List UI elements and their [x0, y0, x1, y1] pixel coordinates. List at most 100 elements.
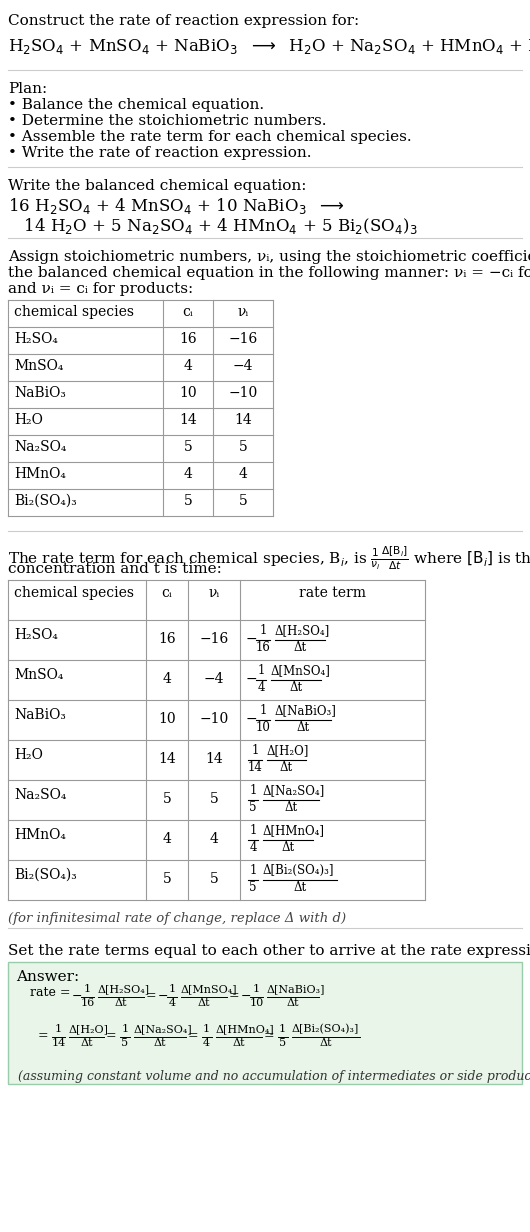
Text: 1: 1	[249, 864, 257, 877]
Text: cᵢ: cᵢ	[162, 586, 172, 600]
Text: =: =	[106, 1030, 117, 1042]
Text: Δt: Δt	[281, 841, 295, 854]
Text: 14: 14	[158, 752, 176, 766]
Text: rate term: rate term	[299, 586, 366, 600]
Text: 1: 1	[257, 664, 264, 678]
Text: HMnO₄: HMnO₄	[14, 828, 66, 841]
Text: 4: 4	[183, 359, 192, 373]
Text: Na₂SO₄: Na₂SO₄	[14, 788, 66, 802]
Text: 4: 4	[163, 832, 171, 846]
Text: MnSO₄: MnSO₄	[14, 668, 64, 683]
Text: 5: 5	[238, 440, 248, 455]
Text: 1: 1	[249, 824, 257, 837]
Text: Δ[H₂O]: Δ[H₂O]	[267, 744, 310, 756]
Text: H₂O: H₂O	[14, 413, 43, 428]
Text: 5: 5	[279, 1039, 286, 1048]
Text: and νᵢ = cᵢ for products:: and νᵢ = cᵢ for products:	[8, 282, 193, 296]
Text: 5: 5	[249, 801, 257, 814]
Text: 4: 4	[238, 467, 248, 480]
Text: 5: 5	[163, 872, 171, 886]
Text: Δt: Δt	[287, 998, 299, 1008]
Text: H₂SO₄: H₂SO₄	[14, 628, 58, 642]
Text: −: −	[72, 989, 83, 1003]
Text: Δ[H₂O]: Δ[H₂O]	[69, 1024, 109, 1034]
Text: Δ[MnSO₄]: Δ[MnSO₄]	[271, 664, 331, 678]
Text: chemical species: chemical species	[14, 306, 134, 319]
Text: 1: 1	[259, 623, 267, 637]
Text: 1: 1	[121, 1024, 129, 1034]
Text: 1: 1	[251, 744, 259, 756]
Text: Set the rate terms equal to each other to arrive at the rate expression:: Set the rate terms equal to each other t…	[8, 944, 530, 958]
Text: Δt: Δt	[232, 1039, 245, 1048]
Text: NaBiO₃: NaBiO₃	[14, 708, 66, 722]
Text: Δt: Δt	[115, 998, 127, 1008]
Text: the balanced chemical equation in the following manner: νᵢ = −cᵢ for reactants: the balanced chemical equation in the fo…	[8, 266, 530, 280]
Text: νᵢ: νᵢ	[208, 586, 219, 600]
Text: MnSO₄: MnSO₄	[14, 359, 64, 373]
Text: Δt: Δt	[80, 1039, 93, 1048]
Text: Δ[Bi₂(SO₄)₃]: Δ[Bi₂(SO₄)₃]	[292, 1024, 359, 1034]
Text: 10: 10	[255, 721, 270, 734]
Text: 5: 5	[210, 872, 218, 886]
Text: −16: −16	[228, 331, 258, 346]
Text: H₂SO₄: H₂SO₄	[14, 331, 58, 346]
Text: Δ[NaBiO₃]: Δ[NaBiO₃]	[275, 703, 337, 717]
Text: νᵢ: νᵢ	[237, 306, 249, 319]
Text: Bi₂(SO₄)₃: Bi₂(SO₄)₃	[14, 494, 77, 508]
Text: 4: 4	[183, 467, 192, 480]
Text: −4: −4	[204, 671, 224, 686]
Text: H$_2$SO$_4$ + MnSO$_4$ + NaBiO$_3$  $\longrightarrow$  H$_2$O + Na$_2$SO$_4$ + H: H$_2$SO$_4$ + MnSO$_4$ + NaBiO$_3$ $\lon…	[8, 36, 530, 55]
Text: 5: 5	[238, 494, 248, 508]
Text: 14: 14	[248, 761, 262, 774]
Text: =: =	[188, 1030, 198, 1042]
Text: 14: 14	[51, 1039, 66, 1048]
Text: Write the balanced chemical equation:: Write the balanced chemical equation:	[8, 179, 306, 193]
Text: The rate term for each chemical species, B$_i$, is $\frac{1}{\nu_i}\frac{\Delta[: The rate term for each chemical species,…	[8, 545, 530, 572]
Text: Δt: Δt	[154, 1039, 166, 1048]
Text: NaBiO₃: NaBiO₃	[14, 386, 66, 400]
Text: Construct the rate of reaction expression for:: Construct the rate of reaction expressio…	[8, 14, 359, 28]
Text: Δ[Na₂SO₄]: Δ[Na₂SO₄]	[134, 1024, 193, 1034]
Text: HMnO₄: HMnO₄	[14, 467, 66, 480]
Text: Assign stoichiometric numbers, νᵢ, using the stoichiometric coefficients, cᵢ, fr: Assign stoichiometric numbers, νᵢ, using…	[8, 250, 530, 264]
Text: 1: 1	[55, 1024, 62, 1034]
Text: chemical species: chemical species	[14, 586, 134, 600]
Text: 14 H$_2$O + 5 Na$_2$SO$_4$ + 4 HMnO$_4$ + 5 Bi$_2$(SO$_4$)$_3$: 14 H$_2$O + 5 Na$_2$SO$_4$ + 4 HMnO$_4$ …	[8, 216, 418, 237]
Text: Δ[MnSO₄]: Δ[MnSO₄]	[181, 984, 237, 994]
Text: rate =: rate =	[30, 987, 75, 999]
Text: −10: −10	[228, 386, 258, 400]
Text: cᵢ: cᵢ	[183, 306, 193, 319]
Text: H₂O: H₂O	[14, 748, 43, 763]
Text: Δt: Δt	[293, 881, 306, 894]
Text: 14: 14	[179, 413, 197, 428]
Text: Δt: Δt	[198, 998, 210, 1008]
Text: Δt: Δt	[297, 721, 310, 734]
Text: 16: 16	[81, 998, 95, 1008]
Text: Δ[Bi₂(SO₄)₃]: Δ[Bi₂(SO₄)₃]	[263, 864, 334, 877]
Text: Δ[H₂SO₄]: Δ[H₂SO₄]	[98, 984, 150, 994]
Text: Δ[H₂SO₄]: Δ[H₂SO₄]	[275, 623, 330, 637]
Text: −: −	[241, 989, 252, 1003]
Text: 4: 4	[169, 998, 175, 1008]
Text: 1: 1	[169, 984, 175, 994]
Text: Δ[HMnO₄]: Δ[HMnO₄]	[263, 824, 325, 837]
Text: 1: 1	[279, 1024, 286, 1034]
Text: concentration and t is time:: concentration and t is time:	[8, 562, 222, 577]
Text: 16: 16	[255, 641, 270, 654]
Text: 10: 10	[179, 386, 197, 400]
Text: Δt: Δt	[294, 641, 307, 654]
Text: (assuming constant volume and no accumulation of intermediates or side products): (assuming constant volume and no accumul…	[18, 1071, 530, 1083]
Text: 4: 4	[209, 832, 218, 846]
Text: 4: 4	[257, 681, 265, 694]
Text: Plan:: Plan:	[8, 83, 47, 96]
Text: 1: 1	[259, 703, 267, 717]
Text: =: =	[38, 1030, 49, 1042]
Text: 16: 16	[158, 632, 176, 646]
Text: Δt: Δt	[280, 761, 293, 774]
Text: =: =	[146, 989, 157, 1003]
Text: Δt: Δt	[319, 1039, 332, 1048]
Text: 10: 10	[158, 712, 176, 726]
Text: 4: 4	[203, 1039, 210, 1048]
Text: • Determine the stoichiometric numbers.: • Determine the stoichiometric numbers.	[8, 115, 326, 128]
Text: Δt: Δt	[289, 681, 303, 694]
